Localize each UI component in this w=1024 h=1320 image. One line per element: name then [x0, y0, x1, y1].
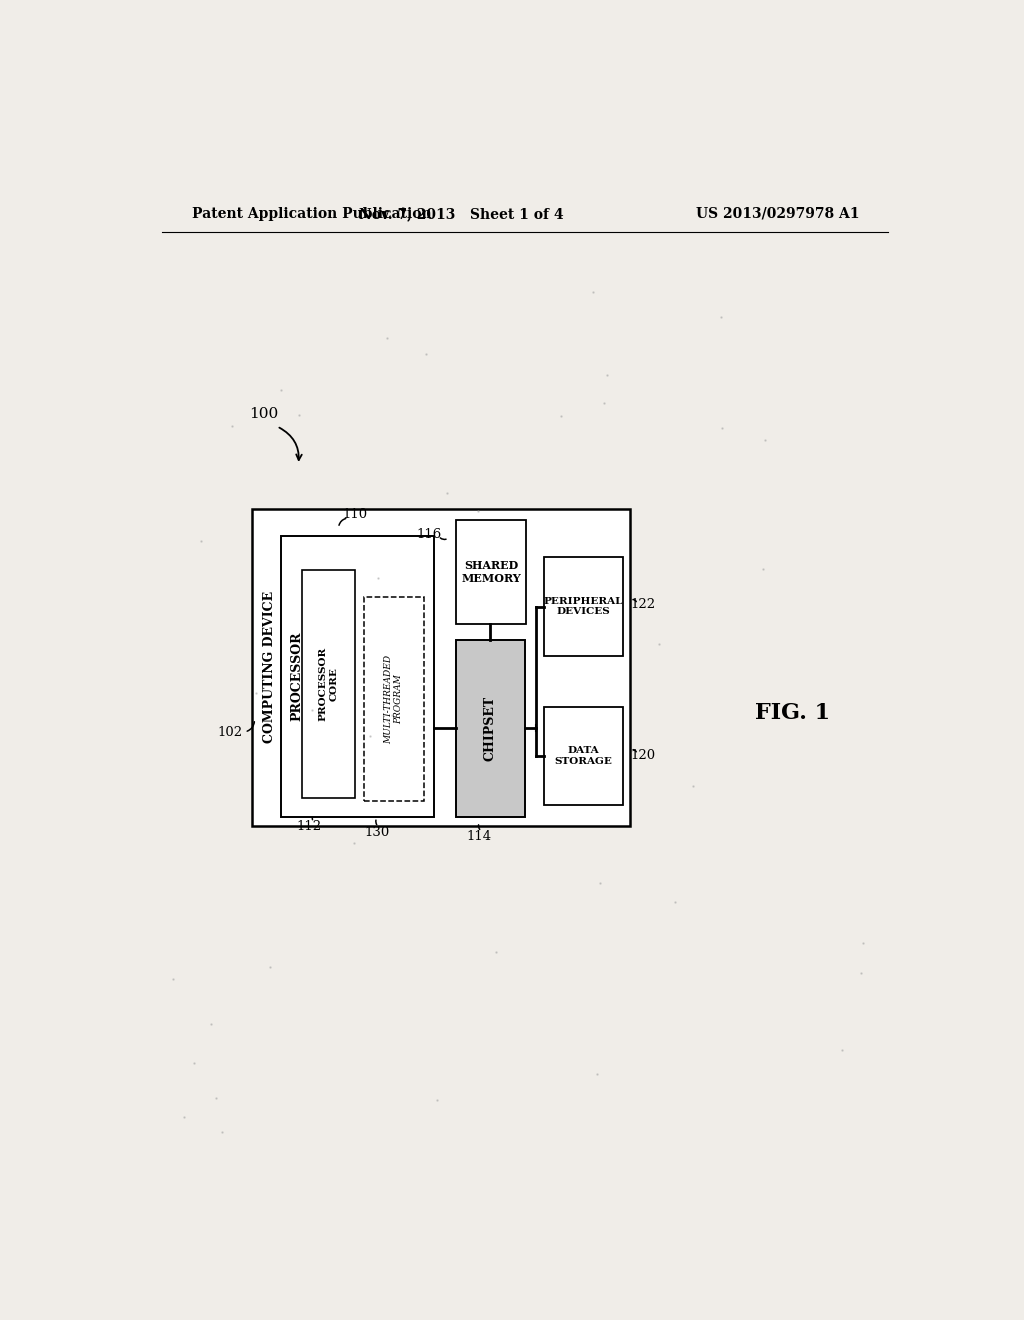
Text: SHARED
MEMORY: SHARED MEMORY: [461, 561, 521, 585]
Bar: [457, 520, 525, 624]
Text: PROCESSOR: PROCESSOR: [291, 631, 303, 721]
Text: MULTI-THREADED
PROGRAM: MULTI-THREADED PROGRAM: [384, 655, 403, 744]
Bar: [252, 508, 630, 826]
Bar: [301, 570, 355, 797]
Bar: [544, 557, 624, 656]
Text: CHIPSET: CHIPSET: [483, 696, 497, 760]
Text: 122: 122: [630, 598, 655, 611]
Bar: [544, 706, 624, 805]
Text: 112: 112: [297, 820, 322, 833]
Text: DATA
STORAGE: DATA STORAGE: [555, 746, 612, 766]
Text: Patent Application Publication: Patent Application Publication: [193, 207, 432, 220]
Text: 116: 116: [417, 528, 442, 541]
Text: FIG. 1: FIG. 1: [755, 702, 830, 723]
Text: PROCESSOR
CORE: PROCESSOR CORE: [318, 647, 338, 721]
Text: COMPUTING DEVICE: COMPUTING DEVICE: [263, 591, 275, 743]
Text: 130: 130: [365, 825, 389, 838]
Bar: [364, 598, 424, 801]
Bar: [456, 640, 524, 817]
Text: Nov. 7, 2013   Sheet 1 of 4: Nov. 7, 2013 Sheet 1 of 4: [359, 207, 564, 220]
Text: 110: 110: [343, 508, 368, 520]
Bar: [282, 536, 434, 817]
Text: 114: 114: [467, 829, 492, 842]
Text: US 2013/0297978 A1: US 2013/0297978 A1: [695, 207, 859, 220]
Text: 102: 102: [217, 726, 243, 739]
Text: 100: 100: [249, 407, 279, 421]
Text: 120: 120: [630, 748, 655, 762]
Text: PERIPHERAL
DEVICES: PERIPHERAL DEVICES: [544, 597, 624, 616]
